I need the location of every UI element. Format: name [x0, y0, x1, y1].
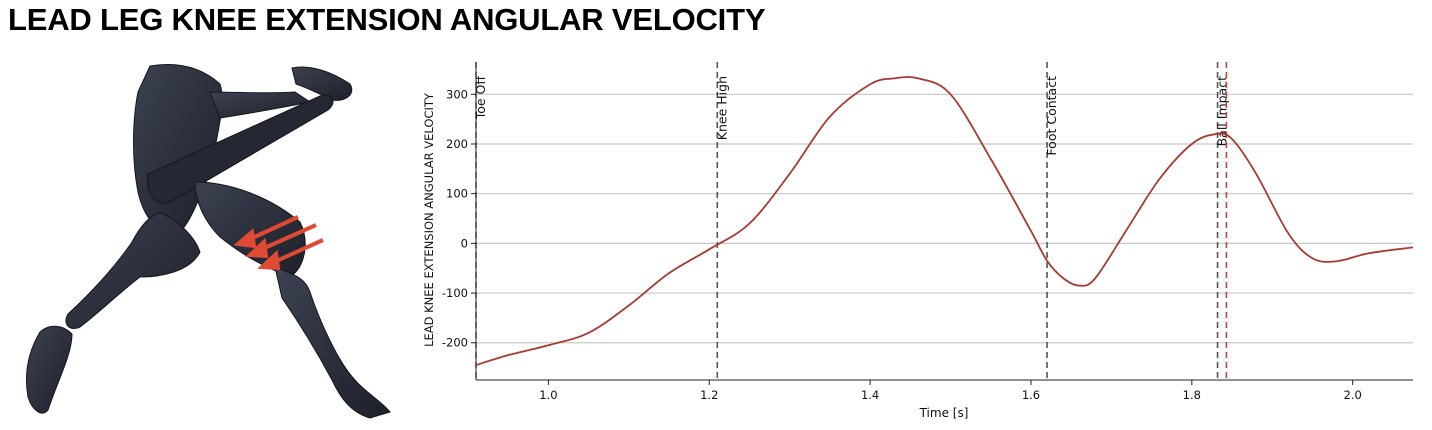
event-markers: Toe Off Knee High Foot Contact Ball Impact	[473, 62, 1230, 380]
event-label: Knee High	[714, 76, 729, 140]
knee-extension-figure	[20, 62, 400, 422]
page-title: LEAD LEG KNEE EXTENSION ANGULAR VELOCITY	[8, 2, 766, 37]
y-tick-label: -100	[442, 286, 468, 300]
extension-arrows	[233, 215, 324, 271]
x-tick-label: 1.4	[861, 388, 879, 402]
x-tick-label: 2.0	[1344, 388, 1362, 402]
event-label: Foot Contact	[1044, 76, 1059, 156]
axes: 300 200 100 0 -100 -200 1.0 1.2 1.4 1.6 1.8 2.0	[442, 62, 1413, 402]
y-tick-label: 100	[446, 187, 468, 201]
x-tick-label: 1.8	[1183, 388, 1201, 402]
y-tick-label: -200	[442, 336, 468, 350]
x-axis-label: Time [s]	[919, 406, 969, 420]
axis-labels: Time [s] LEAD KNEE EXTENSION ANGULAR VEL…	[422, 92, 968, 420]
x-tick-label: 1.2	[700, 388, 718, 402]
series-line	[475, 76, 1414, 366]
x-tick-label: 1.0	[539, 388, 557, 402]
y-tick-label: 200	[446, 137, 468, 151]
y-axis-label: LEAD KNEE EXTENSION ANGULAR VELOCITY	[422, 92, 436, 347]
series	[475, 76, 1414, 366]
x-tick-label: 1.6	[1022, 388, 1040, 402]
grid	[476, 93, 1413, 344]
y-tick-label: 0	[461, 236, 468, 250]
event-label: Toe Off	[473, 76, 488, 121]
y-tick-label: 300	[446, 87, 468, 101]
